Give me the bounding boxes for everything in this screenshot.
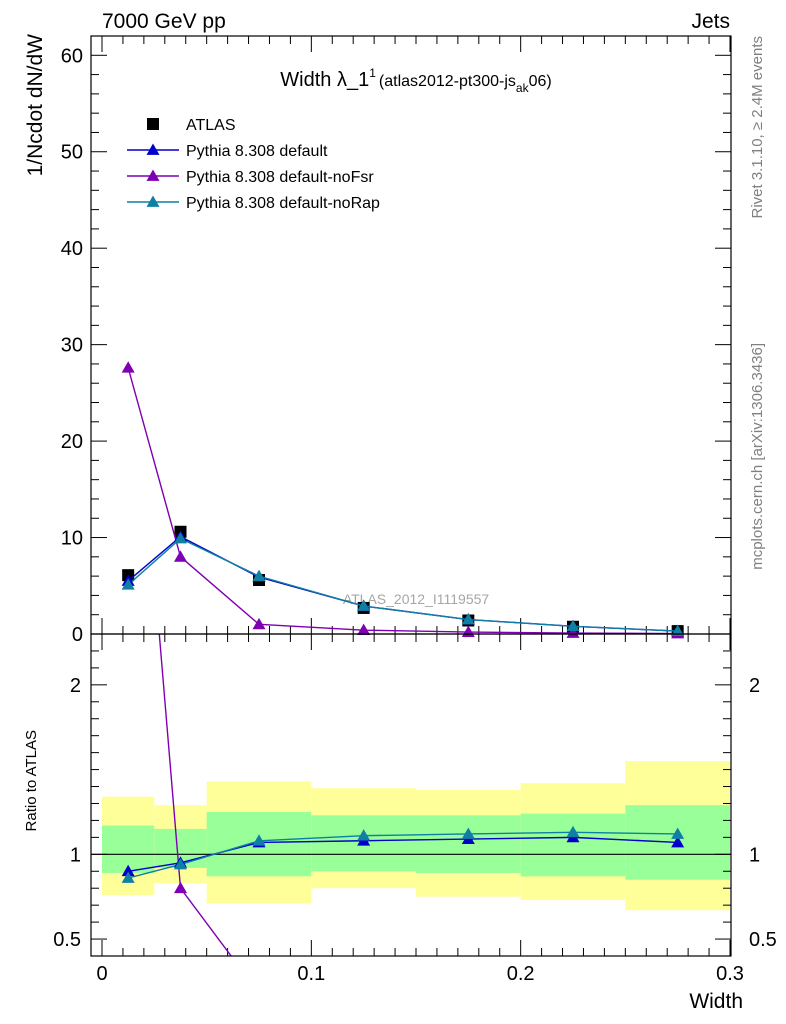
mcplots-label: mcplots.cern.ch [arXiv:1306.3436] [749, 343, 766, 570]
ratio-ylabel: Ratio to ATLAS [23, 730, 40, 831]
header-right: Jets [691, 10, 730, 33]
main-y-tick-label: 0 [72, 624, 83, 646]
main-point-noRap [121, 578, 135, 590]
ratio-y-tick-label-right: 1 [749, 844, 760, 866]
x-axis-label: Width [689, 990, 743, 1013]
ratio-frame [90, 633, 732, 957]
ratio-axis-ticks [91, 634, 731, 956]
legend-marker-data [147, 118, 159, 130]
ratio-point-noRap [357, 829, 371, 841]
ratio-point-default [121, 864, 135, 877]
legend-label: Pythia 8.308 default [186, 143, 328, 160]
plot-title-sub: ak [516, 81, 530, 95]
x-tick-label: 0.3 [716, 963, 744, 985]
ratio-panel: 0.5 0.5 1 1 2 2 [53, 633, 777, 957]
main-point-noFsr [566, 626, 580, 638]
main-point-noFsr [174, 550, 187, 562]
ratio-band-inner [520, 813, 626, 877]
ratio-band-inner [416, 815, 521, 873]
main-point-noRap [174, 532, 187, 544]
legend-label: ATLAS [186, 117, 236, 134]
plot-title-sup: 1 [369, 66, 376, 80]
plot-title-paren-open: (atlas2012-pt300-js [379, 73, 516, 90]
main-point-noRap [566, 619, 580, 632]
main-line-noRap [127, 537, 678, 632]
ratio-series [121, 634, 685, 956]
ratio-y-tick-label-right: 0.5 [749, 929, 777, 951]
main-point-noFsr [357, 623, 371, 636]
ratio-point-noRap [252, 834, 266, 846]
legend-label: Pythia 8.308 default-noRap [186, 195, 380, 212]
ratio-y-tick-label: 2 [70, 675, 81, 697]
main-y-tick-label: 30 [61, 335, 83, 357]
main-y-tick-label: 60 [61, 45, 83, 67]
main-point-noFsr [121, 361, 135, 373]
ratio-point-noFsr [174, 881, 187, 894]
ratio-point-default [671, 835, 685, 848]
legend-marker-noRap [146, 195, 160, 207]
main-ylabel: 1/Ncdot dN/dW [24, 34, 47, 177]
plot-title: Width λ_11 (atlas2012-pt300-jsak06) [280, 66, 551, 95]
ratio-uncertainty-bands [102, 761, 730, 911]
main-line-default [127, 535, 678, 632]
x-tick-labels: 0 0.1 0.2 0.3 [96, 963, 743, 985]
main-y-tick-label: 40 [61, 238, 83, 260]
main-point-noRap [671, 624, 685, 636]
main-point-noFsr [252, 617, 266, 630]
ratio-y-tick-label: 1 [70, 844, 81, 866]
header-left: 7000 GeV pp [102, 10, 226, 33]
plot-title-paren-close: 06) [529, 73, 552, 90]
ratio-y-tick-label-right: 2 [749, 675, 760, 697]
rivet-version-label: Rivet 3.1.10, ≥ 2.4M events [749, 36, 766, 219]
main-y-tick-label: 10 [61, 528, 83, 550]
x-tick-label: 0.1 [297, 963, 325, 985]
main-panel: 0 10 20 30 40 50 60 ATLAS_2012_I1119557 [61, 35, 732, 646]
main-y-tick-label: 50 [61, 142, 83, 164]
ratio-point-noRap [461, 827, 475, 839]
main-point-noRap [252, 569, 266, 582]
ratio-point-noRap [566, 825, 580, 838]
main-point-noFsr [461, 625, 475, 637]
ratio-y-tick-label: 0.5 [53, 929, 81, 951]
legend-label: Pythia 8.308 default-noFsr [186, 169, 374, 186]
legend: ATLAS Pythia 8.308 default Pythia 8.308 de… [127, 117, 380, 212]
x-tick-label: 0 [96, 963, 107, 985]
main-tick-labels: 0 10 20 30 40 50 60 [61, 45, 83, 646]
ratio-point-noRap [671, 827, 685, 839]
plot-title-main: Width λ_1 [280, 69, 369, 91]
legend-marker-noFsr [146, 169, 160, 181]
legend-marker-default [146, 143, 160, 155]
ratio-tick-labels: 0.5 0.5 1 1 2 2 [53, 675, 777, 951]
main-axis-ticks [91, 35, 731, 635]
analysis-watermark: ATLAS_2012_I1119557 [343, 591, 490, 607]
main-point-noRap [357, 599, 371, 611]
x-tick-label: 0.2 [507, 963, 535, 985]
main-y-tick-label: 20 [61, 431, 83, 453]
ratio-point-noRap [121, 871, 135, 883]
ratio-point-noRap [174, 857, 187, 870]
main-point-noRap [461, 613, 475, 625]
